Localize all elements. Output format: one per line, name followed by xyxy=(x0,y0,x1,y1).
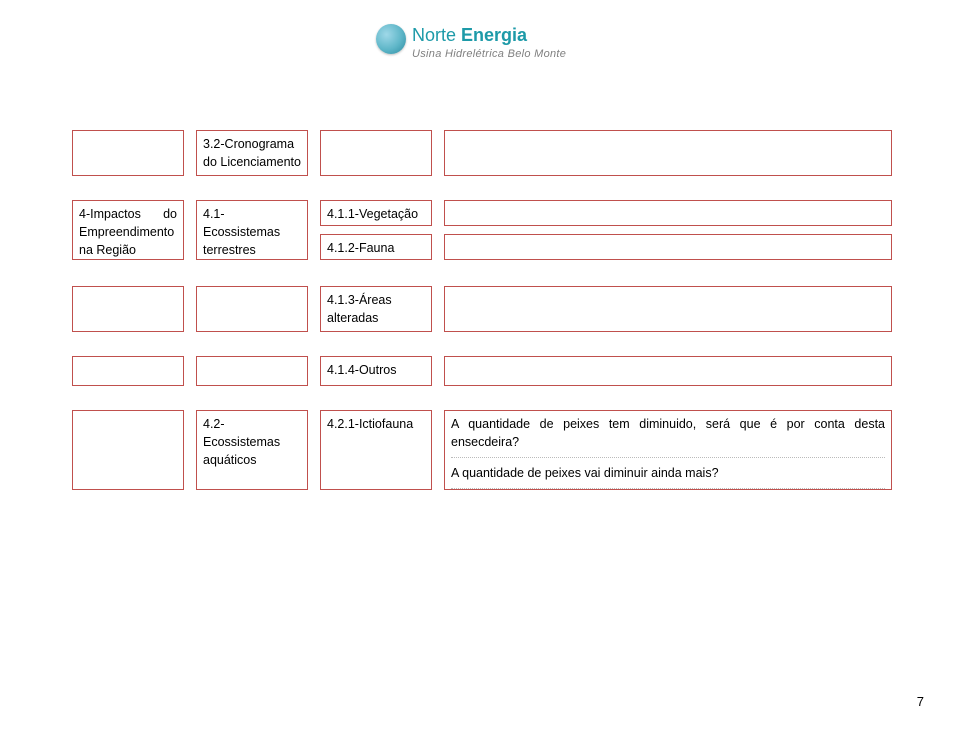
cell-r3-c3: 4.1.4-Outros xyxy=(320,356,432,386)
cell-r3-c1 xyxy=(72,356,184,386)
cell-r1-c4a xyxy=(444,200,892,226)
cell-r3-c2 xyxy=(196,356,308,386)
cell-r4-c3: 4.2.1-Ictiofauna xyxy=(320,410,432,490)
cell-r4-c4-line1: A quantidade de peixes tem diminuido, se… xyxy=(451,415,885,458)
logo-title-a: Norte xyxy=(412,25,461,45)
cell-r2-c2 xyxy=(196,286,308,332)
cell-r1-c1: 4-Impactos do Empreendimento na Região xyxy=(72,200,184,260)
page-number: 7 xyxy=(917,694,924,709)
cell-r1-c3a: 4.1.1-Vegetação xyxy=(320,200,432,226)
logo-title-b: Energia xyxy=(461,25,527,45)
cell-r4-c4-line2: A quantidade de peixes vai diminuir aind… xyxy=(451,464,885,489)
cell-r4-c2: 4.2-Ecossistemas aquáticos xyxy=(196,410,308,490)
logo: Norte Energia Usina Hidrelétrica Belo Mo… xyxy=(376,22,586,68)
cell-r0-c2: 3.2-Cronograma do Licenciamento xyxy=(196,130,308,176)
cell-r4-c1 xyxy=(72,410,184,490)
cell-r3-c4 xyxy=(444,356,892,386)
cell-r1-c2: 4.1-Ecossistemas terrestres xyxy=(196,200,308,260)
logo-subtitle: Usina Hidrelétrica Belo Monte xyxy=(412,48,566,60)
cell-r1-c4b xyxy=(444,234,892,260)
cell-r4-c4: A quantidade de peixes tem diminuido, se… xyxy=(444,410,892,490)
cell-r2-c3: 4.1.3-Áreas alteradas xyxy=(320,286,432,332)
cell-r1-c3b: 4.1.2-Fauna xyxy=(320,234,432,260)
cell-r0-c3 xyxy=(320,130,432,176)
globe-icon xyxy=(376,24,406,54)
cell-r0-c1 xyxy=(72,130,184,176)
cell-r2-c4 xyxy=(444,286,892,332)
cell-r2-c1 xyxy=(72,286,184,332)
cell-r0-c4 xyxy=(444,130,892,176)
logo-title: Norte Energia xyxy=(412,25,527,46)
